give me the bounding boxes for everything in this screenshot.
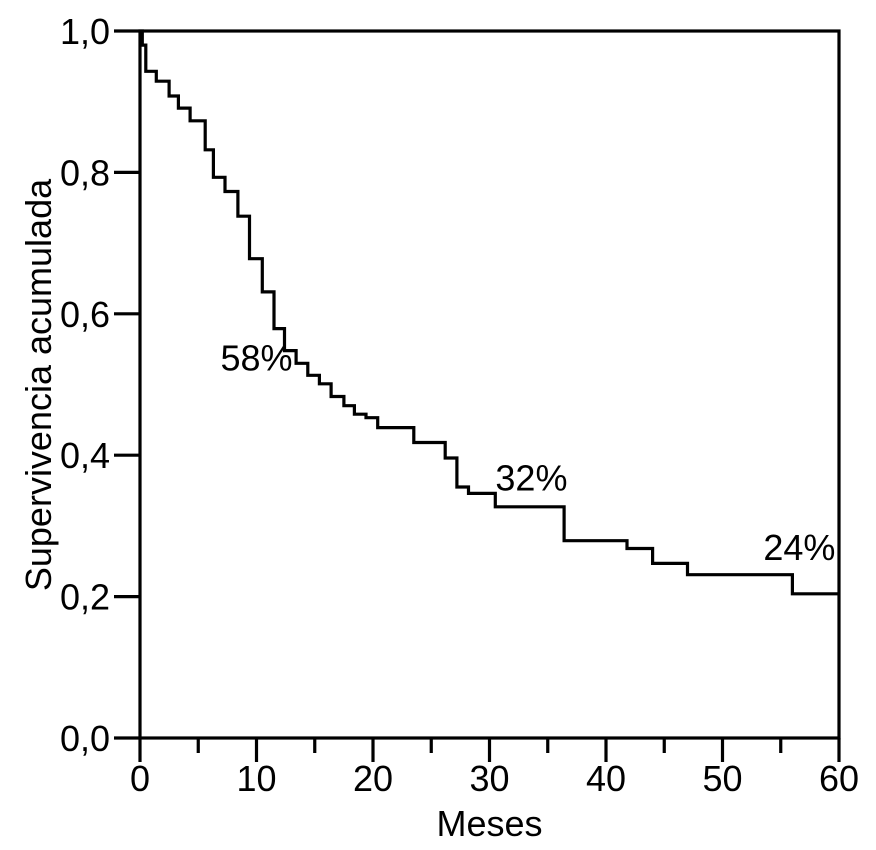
y-axis-title: Supervivencia acumulada	[18, 178, 59, 592]
y-tick-label: 0,4	[60, 435, 110, 476]
x-tick-label: 0	[130, 758, 150, 799]
x-tick-label: 20	[353, 758, 393, 799]
y-tick-label: 0,8	[60, 152, 110, 193]
x-tick-label: 40	[586, 758, 626, 799]
x-tick-label: 30	[469, 758, 509, 799]
x-tick-label: 10	[236, 758, 276, 799]
y-tick-label: 0,6	[60, 294, 110, 335]
survival-curve	[140, 29, 839, 596]
y-tick-label: 0,2	[60, 577, 110, 618]
y-tick-label: 1,0	[60, 11, 110, 52]
x-tick-label: 60	[819, 758, 859, 799]
annotation-58-percent: 58%	[220, 337, 292, 378]
x-tick-label: 50	[702, 758, 742, 799]
annotation-32-percent: 32%	[495, 458, 567, 499]
plot-frame	[138, 29, 841, 740]
x-axis-title: Meses	[436, 803, 543, 844]
annotation-24-percent: 24%	[763, 527, 835, 568]
y-tick-label: 0,0	[60, 718, 110, 759]
